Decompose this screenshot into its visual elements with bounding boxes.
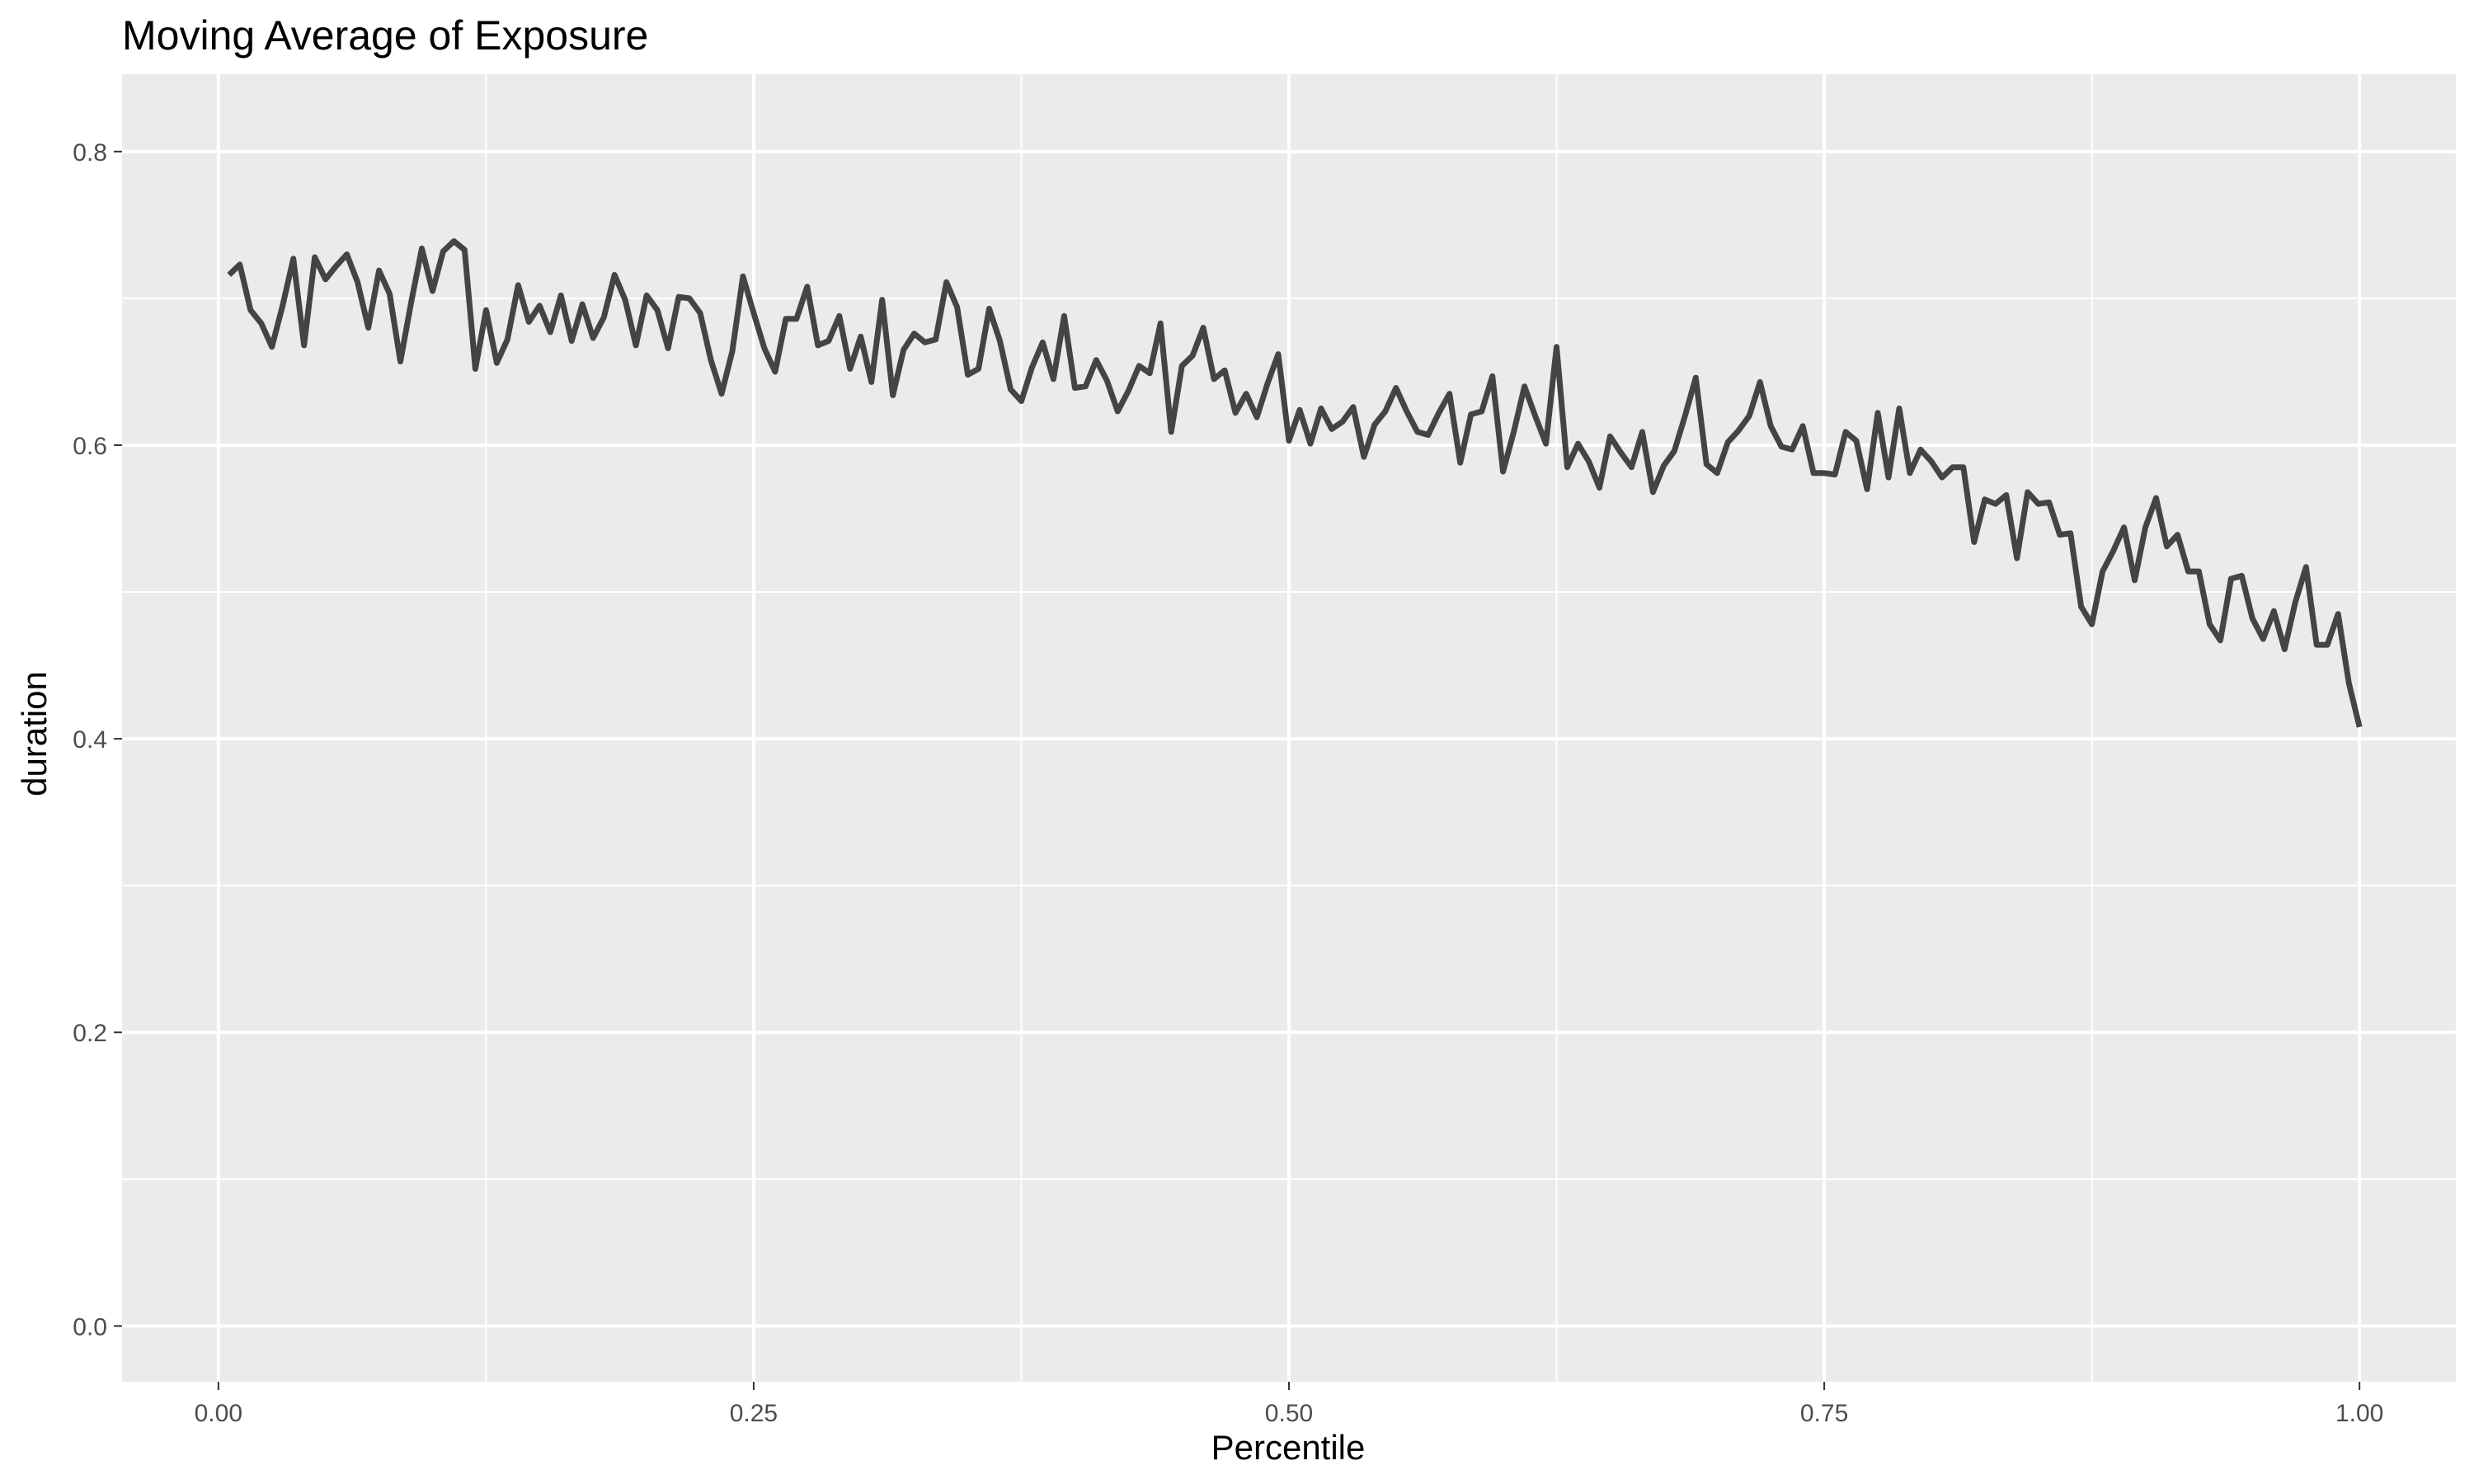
y-axis-title: duration <box>15 671 54 796</box>
series-line <box>227 238 2363 728</box>
y-tick-label: 0.0 <box>73 1313 107 1341</box>
major-gridlines <box>122 74 2456 1382</box>
x-axis: 0.00 0.25 0.50 0.75 1.00 <box>195 1382 2383 1427</box>
y-tick-label: 0.6 <box>73 433 107 460</box>
y-tick-label: 0.8 <box>73 139 107 167</box>
x-tick-label: 0.75 <box>1800 1400 1848 1427</box>
x-tick-label: 0.25 <box>730 1400 778 1427</box>
x-axis-title: Percentile <box>1211 1428 1366 1467</box>
x-tick-label: 0.00 <box>195 1400 242 1427</box>
y-tick-label: 0.2 <box>73 1020 107 1047</box>
y-axis: 0.0 0.2 0.4 0.6 0.8 <box>73 139 122 1341</box>
y-tick-label: 0.4 <box>73 726 107 754</box>
chart-title: Moving Average of Exposure <box>122 12 648 59</box>
x-tick-label: 0.50 <box>1265 1400 1313 1427</box>
x-tick-label: 1.00 <box>2335 1400 2383 1427</box>
